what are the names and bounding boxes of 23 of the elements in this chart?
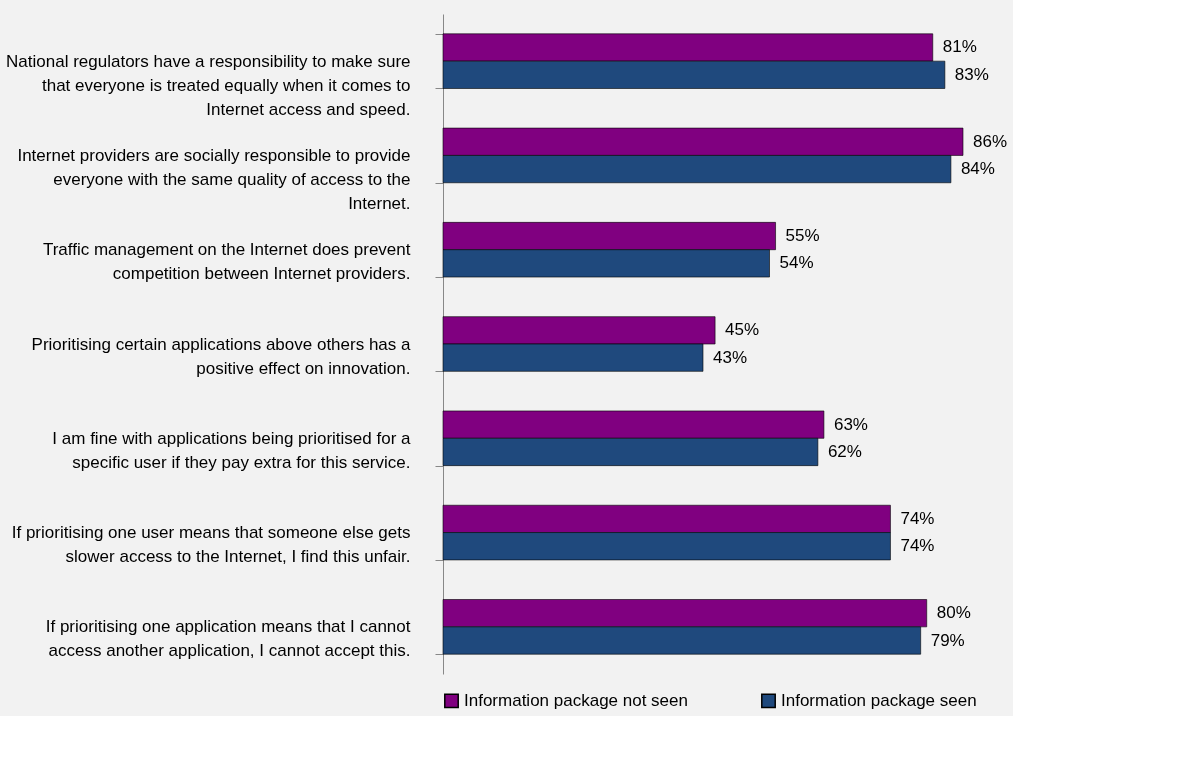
data-label: 63% bbox=[833, 414, 868, 434]
data-label: 83% bbox=[954, 64, 989, 84]
data-label: 55% bbox=[785, 226, 820, 246]
data-label: 74% bbox=[900, 508, 935, 528]
data-label: 79% bbox=[930, 630, 965, 650]
y-tick-label: National regulators have a responsibility to make sure that everyone is treated equally when it comes to Internet access and speed. bbox=[6, 51, 411, 119]
data-label: 74% bbox=[900, 536, 935, 556]
data-label: 80% bbox=[936, 603, 971, 623]
y-tick-label: Internet providers are socially responsible to provide everyone with the same quality of access to the Internet. bbox=[17, 145, 411, 213]
data-label: 86% bbox=[973, 131, 1008, 151]
y-tick-label: Traffic management on the Internet does prevent competition between Internet providers. bbox=[42, 240, 411, 284]
y-tick-label: If prioritising one user means that someone else gets slower access to the Internet, I find this unfair. bbox=[11, 523, 411, 567]
data-label: 62% bbox=[827, 441, 862, 461]
data-label: 43% bbox=[713, 347, 748, 367]
legend-label: Information package seen bbox=[781, 690, 977, 710]
y-tick-label: I am fine with applications being prioritised for a specific user if they pay extra for this service. bbox=[52, 428, 412, 472]
data-label: 84% bbox=[960, 159, 995, 179]
legend-label: Information package not seen bbox=[464, 690, 688, 710]
data-label: 54% bbox=[779, 253, 814, 273]
y-tick-label: Prioritising certain applications above others has a positive effect on innovation. bbox=[31, 334, 412, 378]
data-label: 45% bbox=[725, 320, 760, 340]
y-tick-label: If prioritising one application means that I cannot access another application, I cannot accept this. bbox=[45, 617, 411, 661]
data-label: 81% bbox=[942, 37, 977, 57]
